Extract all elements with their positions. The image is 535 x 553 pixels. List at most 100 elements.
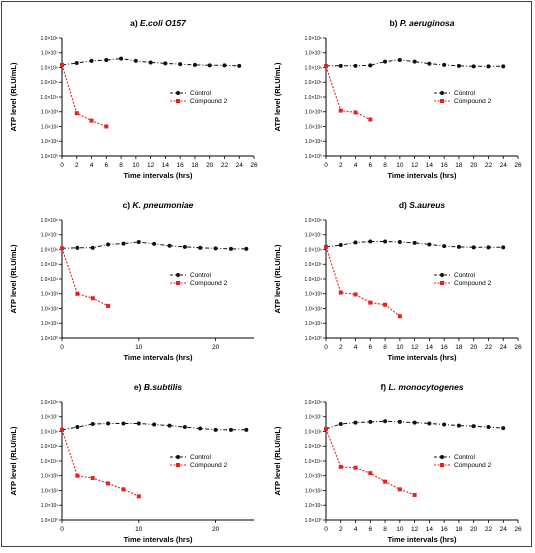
x-tick-label: 4 — [354, 526, 358, 533]
legend-label: Compound 2 — [454, 462, 492, 469]
x-axis-title: Time intervals (hrs) — [387, 171, 457, 180]
data-point-compound-2 — [60, 62, 64, 67]
data-point-control — [244, 246, 249, 251]
data-point-compound-2 — [397, 487, 402, 492]
data-point-control — [213, 246, 218, 251]
legend-marker-compound-2 — [440, 463, 444, 467]
legend-label: Compound 2 — [454, 280, 492, 287]
data-point-control — [442, 244, 447, 249]
x-tick-label: 0 — [60, 526, 64, 533]
y-tick-label: 1.0×10⁰ — [305, 518, 322, 524]
y-tick-label: 1.0×10³ — [305, 110, 322, 116]
y-tick-label: 1.0×10³ — [41, 110, 58, 116]
series-line-compound-2 — [325, 428, 415, 496]
data-point-control — [182, 425, 187, 430]
y-tick-label: 1.0×10⁶ — [305, 65, 323, 71]
x-tick-label: 18 — [191, 162, 199, 169]
y-tick-label: 1.0×10³ — [305, 292, 322, 298]
data-point-control — [74, 61, 79, 66]
x-tick-label: 0 — [324, 162, 328, 169]
data-point-control — [148, 60, 153, 65]
data-point-control — [121, 241, 126, 246]
data-point-compound-2 — [338, 290, 343, 295]
data-point-compound-2 — [60, 427, 64, 432]
data-point-control — [368, 63, 373, 68]
y-tick-label: 1.0×10⁰ — [41, 336, 58, 342]
x-tick-label: 24 — [500, 526, 508, 533]
data-point-control — [501, 245, 506, 250]
y-tick-label: 1.0×10¹ — [305, 321, 322, 327]
y-tick-label: 1.0×10² — [305, 306, 322, 312]
data-point-compound-2 — [353, 110, 358, 115]
x-tick-label: 10 — [396, 344, 404, 351]
data-point-compound-2 — [383, 479, 388, 484]
data-point-control — [90, 422, 95, 427]
x-tick-label: 18 — [455, 344, 463, 351]
y-tick-label: 1.0×10⁸ — [40, 218, 58, 224]
y-tick-label: 1.0×10¹ — [41, 321, 58, 327]
series-line-compound-2 — [61, 248, 109, 307]
data-point-control — [338, 63, 343, 68]
y-tick-label: 1.0×10⁷ — [305, 233, 322, 239]
legend-marker-control — [176, 455, 180, 459]
x-axis-title: Time intervals (hrs) — [387, 535, 457, 544]
data-point-compound-2 — [74, 111, 79, 116]
y-tick-label: 1.0×10⁴ — [304, 95, 322, 101]
data-point-compound-2 — [75, 291, 80, 296]
data-point-control — [383, 239, 388, 244]
x-tick-label: 20 — [206, 162, 214, 169]
panel-title: c) K. pneumoniae — [123, 200, 194, 210]
y-tick-label: 1.0×10² — [41, 306, 58, 312]
y-tick-label: 1.0×10³ — [305, 474, 322, 480]
data-point-compound-2 — [75, 473, 80, 478]
data-point-compound-2 — [368, 471, 373, 476]
x-tick-label: 18 — [455, 526, 463, 533]
chart-panel-1: a) E.coli O157 1.0×10⁰ 1.0×10¹ 1.0×10² 1.0×1… — [9, 18, 258, 180]
data-point-compound-2 — [353, 292, 358, 297]
data-point-control — [368, 239, 373, 244]
x-tick-label: 8 — [383, 526, 387, 533]
y-tick-label: 1.0×10² — [41, 488, 58, 494]
x-tick-label: 16 — [441, 344, 449, 351]
x-tick-label: 10 — [132, 162, 140, 169]
chart-panel-6: f) L. monocytogenes 1.0×10⁰ 1.0×10¹ 1.0×10²… — [273, 382, 522, 544]
y-tick-label: 1.0×10⁴ — [304, 459, 322, 465]
y-tick-label: 1.0×10¹ — [41, 139, 58, 145]
data-point-compound-2 — [338, 464, 343, 469]
x-tick-label: 20 — [212, 344, 220, 351]
data-point-control — [442, 62, 447, 67]
data-point-control — [136, 421, 141, 426]
y-tick-label: 1.0×10⁶ — [305, 429, 323, 435]
x-tick-label: 24 — [236, 162, 244, 169]
y-tick-label: 1.0×10³ — [41, 474, 58, 480]
x-tick-label: 24 — [500, 162, 508, 169]
x-tick-label: 14 — [162, 162, 170, 169]
series-line-compound-2 — [325, 66, 371, 120]
legend-label: Control — [190, 454, 212, 461]
legend-marker-control — [440, 455, 444, 459]
y-tick-label: 1.0×10⁶ — [41, 247, 59, 253]
data-point-control — [152, 241, 157, 246]
data-point-control — [397, 419, 402, 424]
x-tick-label: 2 — [339, 526, 343, 533]
data-point-control — [501, 426, 506, 431]
x-axis-title: Time intervals (hrs) — [123, 171, 193, 180]
x-tick-label: 14 — [426, 526, 434, 533]
data-point-control — [442, 422, 447, 427]
x-tick-label: 16 — [177, 162, 185, 169]
data-point-control — [89, 58, 94, 63]
legend-label: Control — [190, 90, 212, 97]
y-tick-label: 1.0×10² — [305, 124, 322, 130]
x-tick-label: 2 — [339, 344, 343, 351]
data-point-control — [486, 64, 491, 69]
data-point-compound-2 — [324, 64, 328, 69]
chart-panel-3: c) K. pneumoniae 1.0×10⁰ 1.0×10¹ 1.0×10² 1.0… — [9, 200, 254, 362]
data-point-control — [182, 244, 187, 249]
x-tick-label: 10 — [396, 162, 404, 169]
data-point-control — [427, 421, 432, 426]
x-tick-label: 16 — [441, 526, 449, 533]
data-point-control — [75, 425, 80, 430]
y-tick-label: 1.0×10⁸ — [40, 36, 58, 42]
data-point-control — [167, 243, 172, 248]
y-tick-label: 1.0×10⁷ — [41, 51, 58, 57]
